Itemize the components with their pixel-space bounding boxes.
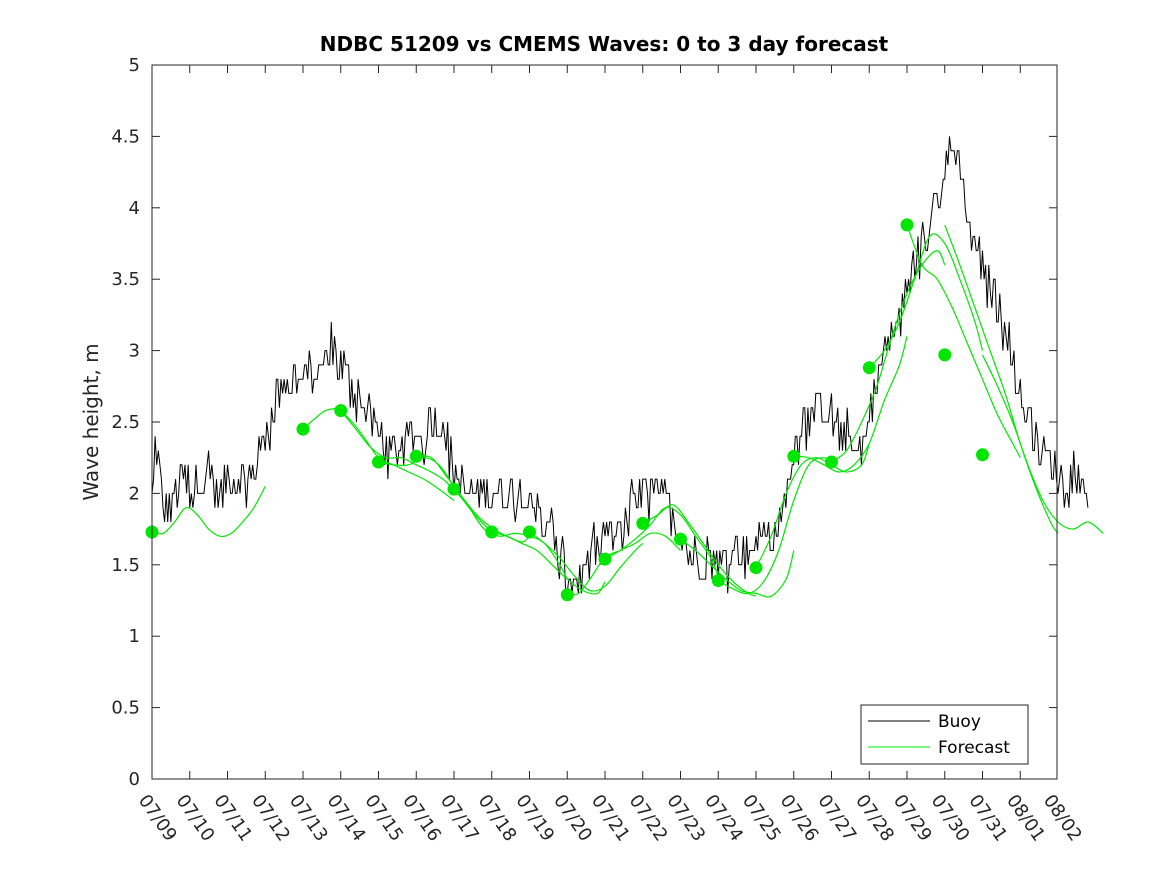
- y-tick-label: 0.5: [111, 698, 140, 719]
- forecast-run-line: [906, 224, 1021, 458]
- forecast-run-line: [151, 486, 266, 538]
- forecast-run-line: [680, 538, 795, 598]
- legend-forecast-label: Forecast: [938, 738, 1010, 758]
- forecast-marker: [749, 561, 763, 575]
- forecast-marker: [409, 449, 423, 463]
- chart-title: NDBC 51209 vs CMEMS Waves: 0 to 3 day fo…: [320, 32, 889, 56]
- y-tick-label: 1.5: [111, 555, 140, 576]
- y-tick-label: 5: [129, 55, 140, 76]
- forecast-run-line: [981, 354, 1104, 534]
- forecast-marker: [938, 348, 952, 362]
- forecast-run-line: [944, 224, 1059, 534]
- forecast-run-line: [453, 488, 568, 580]
- forecast-marker: [485, 525, 499, 539]
- y-tick-label: 4.5: [111, 126, 140, 147]
- y-tick-label: 2.5: [111, 412, 140, 433]
- forecast-run-line: [491, 531, 606, 595]
- forecast-run-line: [831, 249, 946, 463]
- y-tick-label: 1: [129, 626, 140, 647]
- y-tick-label: 2: [129, 483, 140, 504]
- y-tick-label: 0: [129, 769, 140, 790]
- forecast-marker: [787, 449, 801, 463]
- forecast-run-line: [718, 457, 832, 595]
- forecast-marker: [523, 525, 536, 539]
- forecast-marker: [636, 516, 650, 530]
- forecast-marker: [560, 588, 574, 602]
- forecast-marker: [674, 532, 687, 546]
- series-layer: [145, 136, 1104, 602]
- forecast-marker: [825, 455, 838, 469]
- y-tick-label: 4: [129, 198, 140, 219]
- forecast-marker: [711, 574, 725, 587]
- forecast-marker: [447, 482, 461, 496]
- y-tick-label: 3: [129, 341, 140, 362]
- forecast-run-line: [340, 410, 455, 494]
- y-tick-label: 3.5: [111, 269, 140, 290]
- forecast-run-line: [642, 504, 757, 597]
- legend-box: [860, 704, 1029, 765]
- forecast-run-line: [868, 233, 984, 369]
- forecast-run-line: [378, 457, 493, 532]
- forecast-marker: [334, 404, 348, 418]
- y-axis-title: Wave height, m: [79, 343, 103, 500]
- plot-area: [152, 65, 1057, 779]
- legend-buoy-label: Buoy: [938, 712, 981, 732]
- forecast-marker: [296, 422, 310, 436]
- forecast-marker: [862, 361, 876, 375]
- buoy-series-line: [151, 136, 1089, 594]
- forecast-run-line: [793, 336, 908, 473]
- forecast-marker: [598, 552, 612, 566]
- forecast-run-line: [302, 407, 341, 430]
- forecast-marker: [976, 448, 989, 462]
- forecast-marker: [372, 455, 385, 469]
- forecast-marker: [900, 218, 914, 232]
- legend: Buoy Forecast: [860, 704, 1029, 765]
- forecast-run-line: [529, 531, 644, 592]
- axes-box: [151, 64, 1058, 780]
- forecast-run-line: [755, 443, 870, 568]
